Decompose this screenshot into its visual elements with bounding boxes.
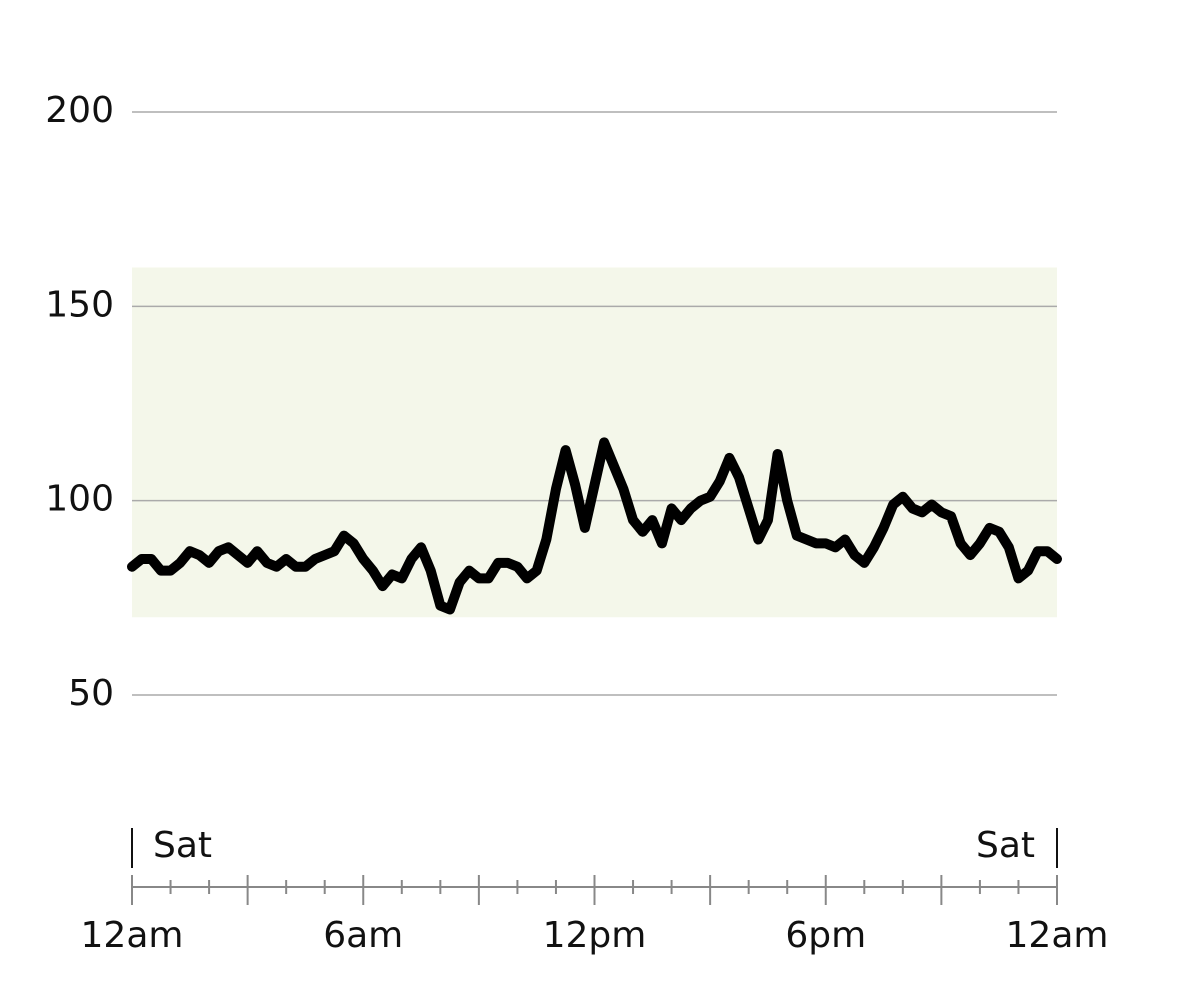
y-tick-label: 100: [45, 479, 114, 520]
x-tick-label: 12pm: [543, 915, 647, 956]
day-label: Sat: [976, 825, 1035, 866]
x-tick-label: 6am: [323, 915, 403, 956]
y-tick-label: 200: [45, 90, 114, 131]
glucose-line: [127, 437, 1062, 615]
x-tick-label: 6pm: [785, 915, 866, 956]
x-tick-label: 12am: [81, 915, 184, 956]
day-label: Sat: [153, 825, 212, 866]
y-tick-label: 50: [68, 673, 114, 714]
x-tick-label: 12am: [1006, 915, 1109, 956]
y-tick-label: 150: [45, 284, 114, 325]
